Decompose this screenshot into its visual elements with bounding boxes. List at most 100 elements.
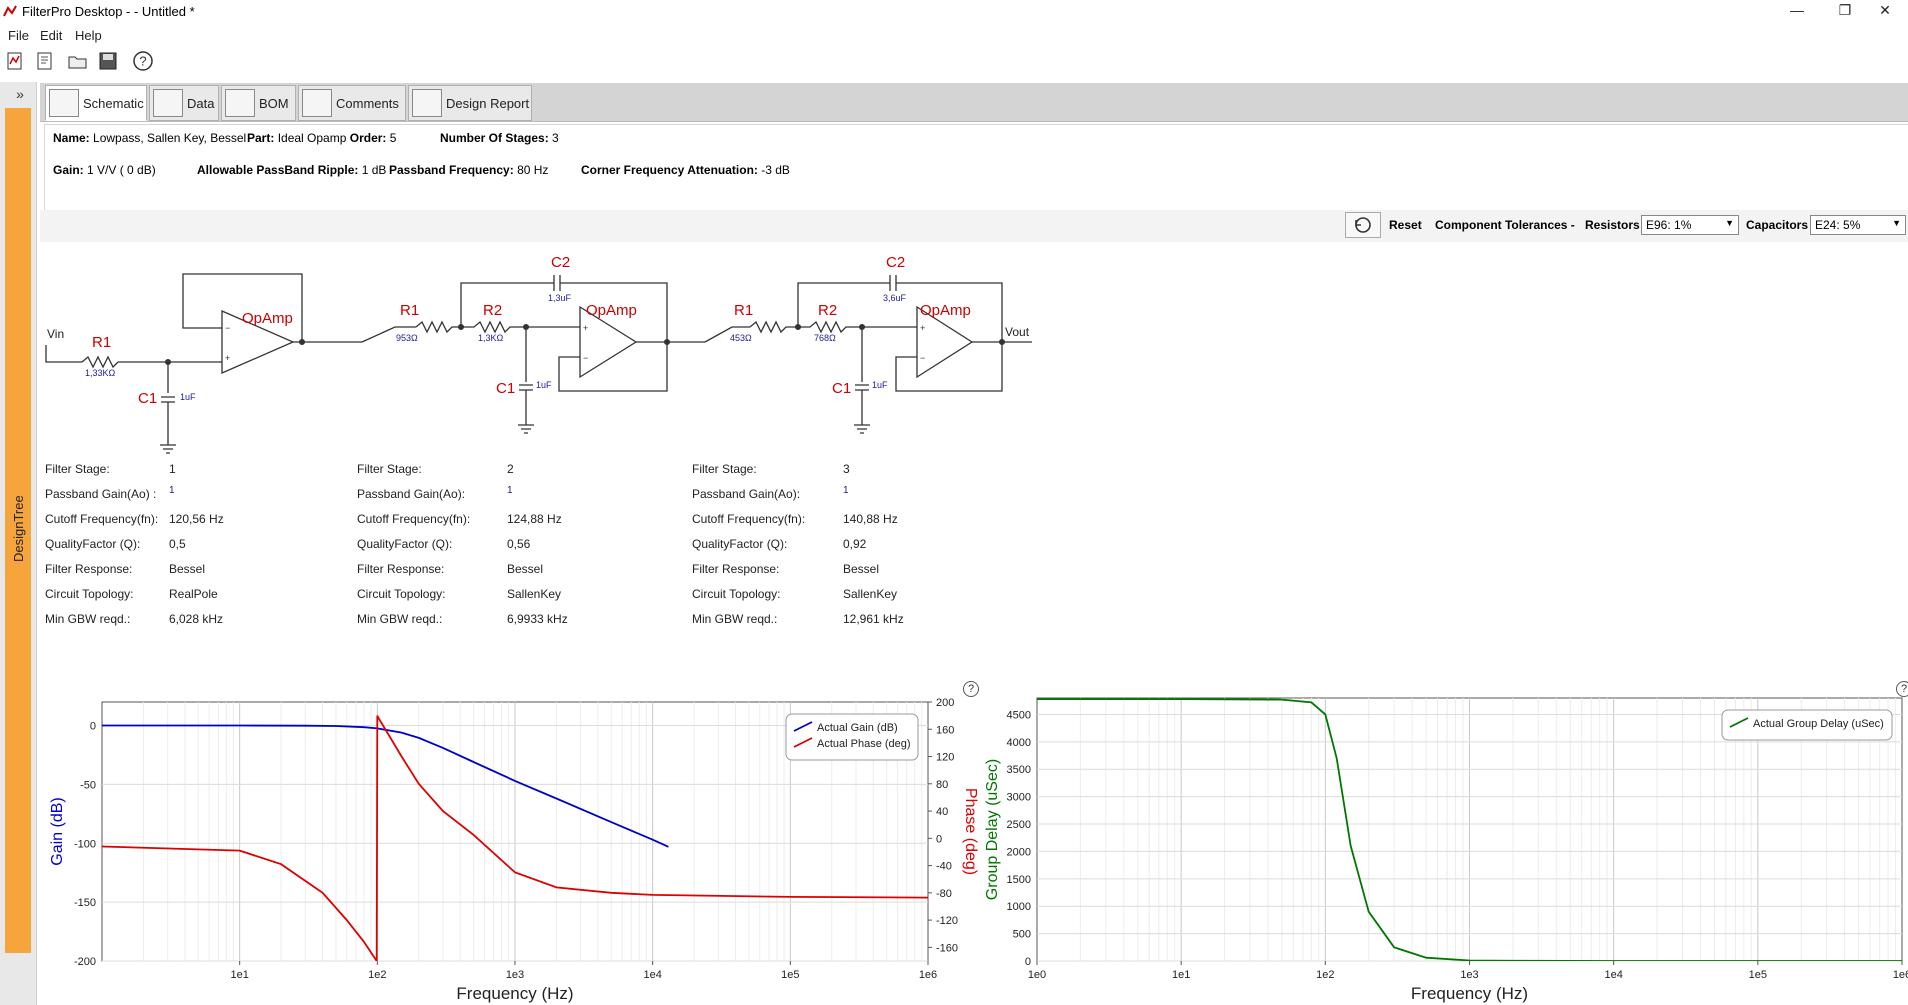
pbfreq-field: Passband Frequency: 80 Hz [389,163,548,177]
y-axis-label: Group Delay (uSec) [984,759,1001,900]
x-tick-label: 1e3 [1460,969,1478,981]
part-label: Part: [247,131,275,145]
y2-tick-label: 40 [936,806,948,818]
x-tick-label: 1e2 [368,969,386,981]
stage2-param-value: SallenKey [507,587,562,601]
svg-text:−: − [225,323,230,333]
stage1-param-value: 0,5 [169,537,186,551]
y-tick-label: 3000 [1007,792,1031,804]
tab-design-report[interactable]: Design Report [408,85,532,121]
order-label: Order: [349,131,387,145]
vout-label: Vout [1005,325,1030,339]
y-tick-label: 500 [1013,929,1031,941]
stage2-param-value: 6,9933 kHz [507,612,568,626]
stage3-param-value: 0,92 [843,537,867,551]
stage1-param-label: Filter Response: [45,562,133,576]
ripple-value: 1 dB [361,163,387,177]
tab-label: Comments [336,95,399,111]
x-tick-label: 1e1 [230,969,248,981]
stage2-param-label: Min GBW reqd.: [357,612,443,626]
capacitors-label: Capacitors [1746,218,1809,232]
stage3-c1-label: C1 [832,380,851,397]
stage3-param-label: Filter Response: [692,562,780,576]
close-button[interactable]: ✕ [1879,2,1891,18]
new-design-icon[interactable] [4,50,26,72]
stage3-param-value: Bessel [843,562,880,576]
legend-box [1721,709,1893,741]
y2-tick-label: 160 [936,724,954,736]
menu-help[interactable]: Help [75,28,102,43]
x-tick-label: 1e6 [919,969,937,981]
tolerances-heading: Component Tolerances - [1435,218,1575,232]
help-icon[interactable]: ? [132,50,154,72]
stage2-r2-label: R2 [483,302,502,319]
save-disk-icon[interactable] [97,50,119,72]
svg-text:−: − [920,353,925,363]
series-line-1 [1037,698,1902,961]
tab-data[interactable]: Data [149,85,219,121]
stage1-param-label: Circuit Topology: [45,587,134,601]
title-bar: FilterPro Desktop - - Untitled * — ❐ ✕ [0,0,1908,22]
reset-icon[interactable] [1345,212,1381,238]
resistors-value: E96: 1% [1646,218,1692,232]
window-title: FilterPro Desktop - - Untitled * [22,4,195,19]
y2-tick-label: 200 [936,697,954,709]
x-tick-label: 1e3 [506,969,524,981]
capacitors-select[interactable]: E24: 5% ▼ [1810,215,1906,235]
bom-list-icon [225,89,255,117]
expand-sidebar-button[interactable]: » [16,86,24,102]
design-tree-tab[interactable] [5,108,31,953]
y-tick-label: 0 [1025,956,1031,968]
minimize-button[interactable]: — [1790,2,1804,18]
menu-file[interactable]: File [8,28,29,43]
restore-button[interactable]: ❐ [1838,2,1852,18]
stage3-param-label: Cutoff Frequency(fn): [692,512,806,526]
tab-bom[interactable]: BOM [221,85,296,121]
tab-comments[interactable]: Comments [298,85,406,121]
legend-swatch [793,721,813,732]
ripple-field: Allowable PassBand Ripple: 1 dB [197,163,386,177]
tolerance-bar [40,210,1908,242]
new-wizard-icon[interactable] [34,50,56,72]
legend-entry: Actual Phase (deg) [817,738,911,750]
stage3-opamp-label: OpAmp [920,302,971,319]
series-line-1 [102,724,669,848]
stage1-param-value: Bessel [169,562,206,576]
tab-schematic[interactable]: Schematic [45,85,147,121]
name-label: Name: [53,131,90,145]
stage2-param-value: 1 [507,485,513,496]
gain-plot-help-icon[interactable]: ? [963,681,979,697]
name-value: Lowpass, Sallen Key, Bessel [93,131,247,145]
open-folder-icon[interactable] [67,50,89,72]
pbfreq-value: 80 Hz [517,163,549,177]
atten-label: Corner Frequency Attenuation: [581,163,758,177]
y2-tick-label: 0 [936,833,942,845]
x-tick-label: 1e5 [781,969,799,981]
report-icon [412,89,442,117]
chevron-down-icon: ▼ [1892,218,1901,228]
menu-edit[interactable]: Edit [40,28,63,43]
reset-arrow-icon [1355,217,1371,233]
stage1-param-label: Min GBW reqd.: [45,612,131,626]
tab-label: Design Report [446,95,530,111]
stage2-param-label: Cutoff Frequency(fn): [357,512,471,526]
part-value: Ideal Opamp [277,131,347,145]
stage2-r1-value: 953Ω [396,333,418,343]
legend-swatch [793,737,813,748]
stage1-c1-value: 1uF [180,392,196,402]
stage2-param-label: Filter Response: [357,562,445,576]
y2-tick-label: -120 [936,915,958,927]
stage2-r2-value: 1,3KΩ [478,333,504,343]
menu-bar: File Edit Help [0,24,1908,46]
resistors-select[interactable]: E96: 1% ▼ [1641,215,1739,235]
delay-plot-help-icon[interactable]: ? [1896,681,1908,697]
x-tick-label: 1e2 [1316,969,1334,981]
reset-button[interactable]: Reset [1389,218,1422,232]
gain-label: Gain: [53,163,84,177]
gain-phase-plot[interactable]: 0 -50 -100 -150 -200 200 160 120 80 40 0 -40 -80 -120… [40,690,1000,1005]
ripple-label: Allowable PassBand Ripple: [197,163,359,177]
stages-label: Number Of Stages: [440,131,549,145]
stage3-param-label: QualityFactor (Q): [692,537,788,551]
stage1-param-value: 6,028 kHz [169,612,224,626]
